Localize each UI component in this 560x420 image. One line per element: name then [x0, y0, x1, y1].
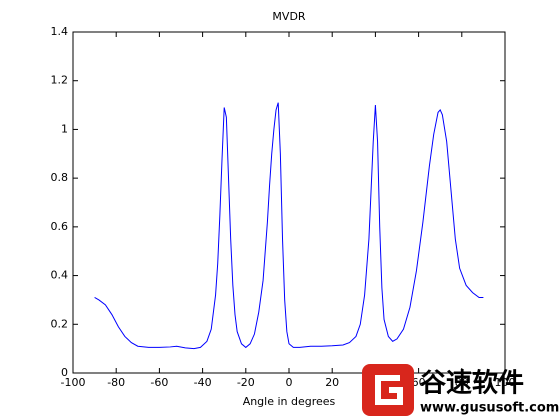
watermark-logo-mark — [375, 375, 403, 405]
watermark-url: www.gususoft.com — [420, 401, 559, 416]
x-tick-label: -60 — [150, 376, 168, 389]
y-tick-label: 0 — [61, 366, 68, 379]
y-tick-label: 1.4 — [51, 25, 69, 38]
x-tick-label: 20 — [325, 376, 339, 389]
x-tick-label: -40 — [194, 376, 212, 389]
x-tick-label: -100 — [61, 376, 86, 389]
data-line — [94, 102, 484, 350]
x-axis-label: Angle in degrees — [243, 395, 336, 408]
y-tick-label: 0.6 — [51, 220, 69, 233]
y-tick-label: 0.8 — [51, 171, 69, 184]
x-tick-label: 60 — [412, 376, 426, 389]
x-tick-label: 100 — [495, 376, 516, 389]
x-tick-label: -20 — [237, 376, 255, 389]
watermark: 谷速软件 www.gususoft.com — [362, 364, 559, 416]
x-tick-label: 80 — [455, 376, 469, 389]
watermark-logo — [362, 364, 414, 416]
y-tick-label: 1.2 — [51, 74, 69, 87]
y-tick-label: 1 — [61, 122, 68, 135]
y-tick-label: 0.4 — [51, 269, 69, 282]
x-tick-label: 0 — [286, 376, 293, 389]
x-tick-label: -80 — [107, 376, 125, 389]
watermark-name: 谷速软件 — [420, 369, 524, 399]
chart-title: MVDR — [272, 10, 305, 23]
y-tick-label: 0.2 — [51, 317, 69, 330]
